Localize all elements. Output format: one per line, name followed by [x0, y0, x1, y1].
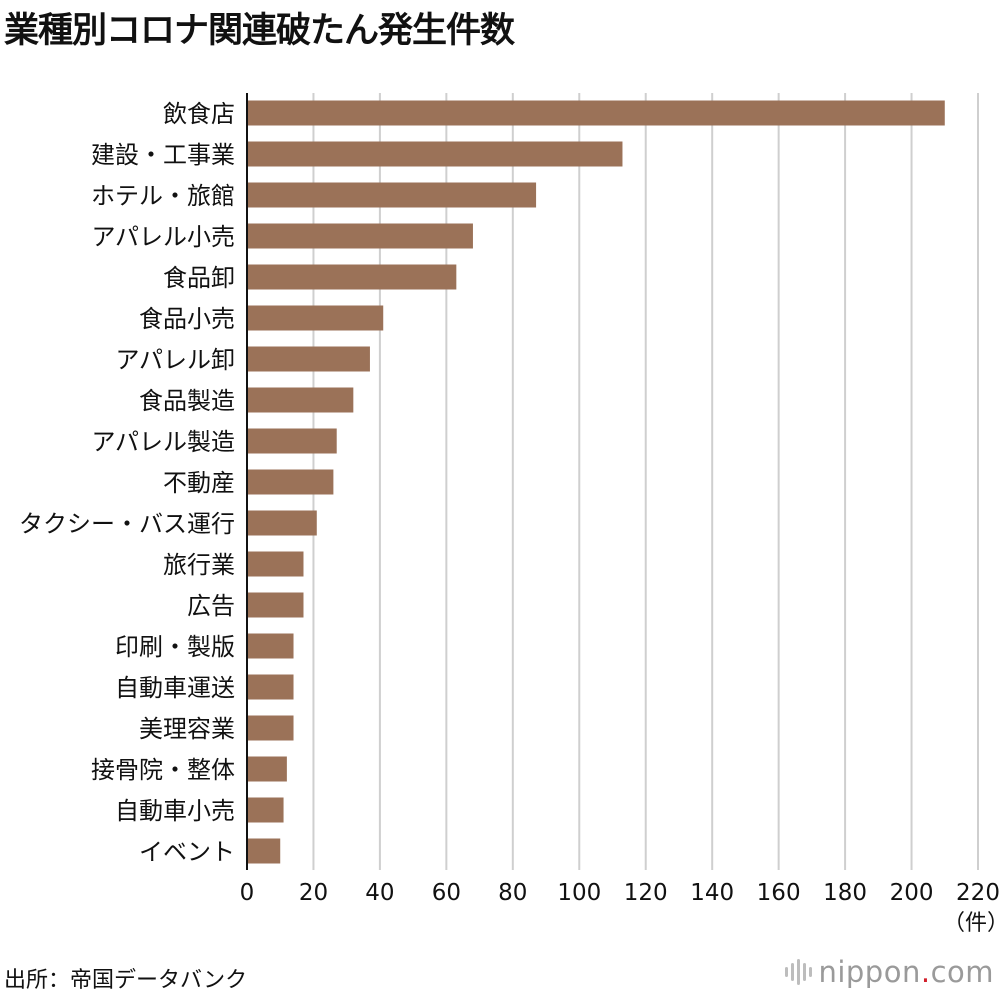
bar: [247, 469, 334, 495]
category-label: 印刷・製版: [115, 633, 235, 661]
x-tick-labels: 0 20 40 60 80 100 120 140 160 180 200 220: [240, 880, 1000, 906]
x-unit-label: （件）: [943, 911, 1000, 936]
category-label: 旅行業: [163, 551, 235, 579]
x-tick-label: 220: [956, 880, 1000, 906]
category-label: アパレル製造: [91, 428, 235, 456]
bar: [247, 141, 623, 167]
bar: [247, 592, 304, 618]
category-label: 広告: [187, 592, 235, 620]
grid-lines: [312, 93, 979, 870]
category-label: 自動車小売: [115, 797, 235, 825]
x-tick-label: 0: [240, 880, 255, 906]
category-label: 食品製造: [139, 387, 235, 415]
category-label: 自動車運送: [115, 674, 235, 702]
x-tick-label: 120: [624, 880, 668, 906]
x-tick-label: 100: [557, 880, 601, 906]
category-label: 建設・工事業: [91, 141, 235, 169]
category-label: 飲食店: [163, 100, 235, 128]
category-labels: 飲食店建設・工事業ホテル・旅館アパレル小売食品卸食品小売アパレル卸食品製造アパレ…: [19, 100, 235, 866]
x-tick-label: 60: [432, 880, 461, 906]
x-tick-label: 160: [757, 880, 801, 906]
x-tick-label: 140: [690, 880, 734, 906]
bar: [247, 346, 370, 372]
category-label: タクシー・バス運行: [19, 510, 235, 538]
chart-title: 業種別コロナ関連破たん発生件数: [4, 11, 515, 51]
brand-logo: nippon.com: [785, 955, 994, 989]
bar: [247, 428, 337, 454]
bar: [247, 551, 304, 577]
x-tick-label: 20: [299, 880, 328, 906]
category-label: アパレル卸: [115, 346, 235, 374]
bars: [247, 100, 945, 864]
bar: [247, 305, 384, 331]
bar: [247, 756, 287, 782]
x-tick-label: 180: [823, 880, 867, 906]
bar: [247, 387, 354, 413]
bar: [247, 838, 281, 864]
x-tick-label: 200: [890, 880, 934, 906]
category-label: アパレル小売: [91, 223, 235, 251]
x-tick-label: 80: [498, 880, 527, 906]
brand-name: nippon.com: [818, 955, 994, 989]
x-tick-label: 40: [365, 880, 394, 906]
category-label: イベント: [139, 838, 235, 866]
category-label: 食品小売: [139, 305, 235, 333]
bar: [247, 797, 284, 823]
category-label: 食品卸: [163, 264, 235, 292]
category-label: 美理容業: [139, 715, 235, 743]
bar: [247, 674, 294, 700]
source-note: 出所：帝国データバンク: [4, 968, 248, 993]
category-label: ホテル・旅館: [91, 182, 235, 210]
bar: [247, 633, 294, 659]
bar: [247, 510, 317, 536]
bar: [247, 715, 294, 741]
category-label: 接骨院・整体: [91, 756, 235, 784]
bar: [247, 100, 945, 126]
equalizer-icon: [785, 959, 813, 985]
category-label: 不動産: [163, 469, 235, 497]
bar: [247, 182, 537, 208]
bar: [247, 264, 457, 290]
bar: [247, 223, 473, 249]
